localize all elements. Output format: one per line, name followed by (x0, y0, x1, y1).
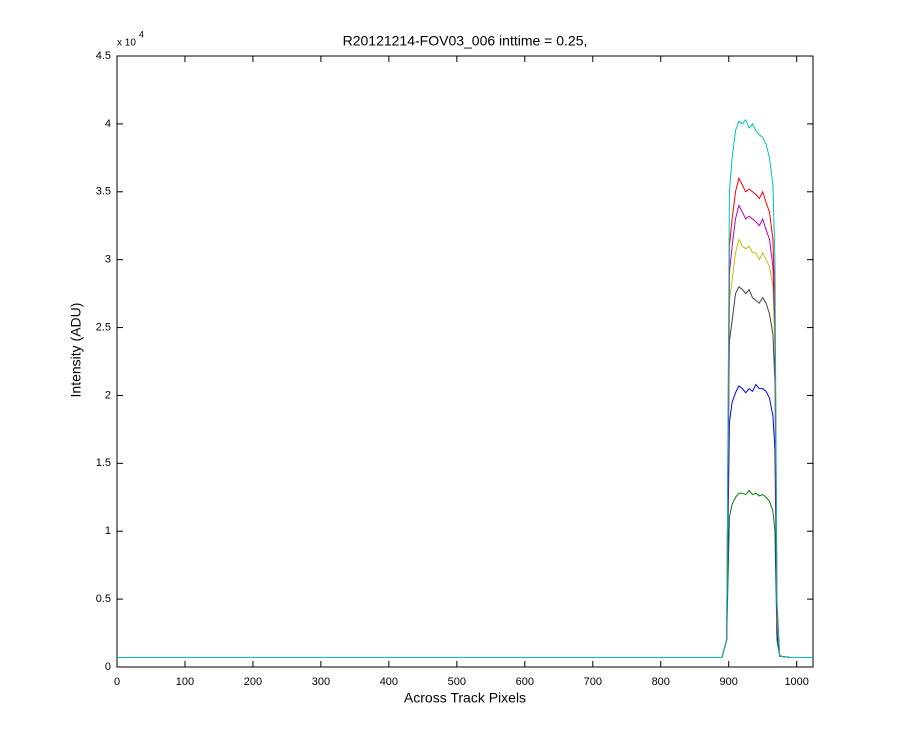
y-tick-label: 1.5 (96, 457, 111, 469)
x-tick-label: 0 (114, 676, 120, 688)
x-axis-label: Across Track Pixels (404, 690, 526, 706)
y-tick-label: 0 (105, 661, 111, 673)
x-tick-label: 200 (244, 676, 262, 688)
x-tick-label: 1000 (784, 676, 808, 688)
x-tick-label: 100 (176, 676, 194, 688)
y-tick-label: 1 (105, 525, 111, 537)
y-tick-label: 4 (105, 118, 111, 130)
y-tick-label: 0.5 (96, 593, 111, 605)
y-tick-label: 3 (105, 254, 111, 266)
y-exponent-power: 4 (139, 29, 144, 39)
chart-title: R20121214-FOV03_006 inttime = 0.25, (343, 33, 588, 49)
x-tick-label: 500 (448, 676, 466, 688)
y-tick-label: 4.5 (96, 50, 111, 62)
x-tick-label: 700 (584, 676, 602, 688)
x-tick-label: 300 (312, 676, 330, 688)
plot-frame (116, 55, 814, 668)
y-tick-label: 2 (105, 389, 111, 401)
series-line (117, 118, 813, 658)
y-exponent-base: x 10 (117, 38, 136, 49)
x-tick-label: 400 (380, 676, 398, 688)
x-tick-label: 600 (516, 676, 534, 688)
y-tick-label: 3.5 (96, 186, 111, 198)
x-tick-label: 800 (652, 676, 670, 688)
y-axis-label: Intensity (ADU) (68, 303, 84, 398)
x-tick-label: 900 (720, 676, 738, 688)
y-tick-label: 2.5 (96, 321, 111, 333)
